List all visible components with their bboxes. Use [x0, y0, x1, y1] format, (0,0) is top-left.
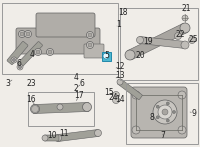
FancyBboxPatch shape [127, 23, 188, 60]
Circle shape [13, 59, 16, 61]
Circle shape [11, 57, 17, 63]
Circle shape [83, 102, 92, 112]
FancyBboxPatch shape [84, 44, 104, 58]
FancyBboxPatch shape [57, 130, 99, 141]
Circle shape [55, 135, 62, 142]
Text: 16: 16 [26, 96, 36, 105]
Text: 20: 20 [135, 51, 145, 60]
FancyBboxPatch shape [36, 13, 95, 37]
Circle shape [26, 32, 30, 36]
Circle shape [180, 23, 190, 33]
Circle shape [103, 53, 109, 59]
FancyBboxPatch shape [131, 87, 187, 138]
Text: 21: 21 [181, 4, 191, 12]
Circle shape [182, 15, 188, 21]
FancyBboxPatch shape [33, 102, 89, 113]
Circle shape [125, 50, 135, 60]
Text: 24: 24 [108, 93, 118, 102]
Text: 23: 23 [26, 78, 36, 87]
Circle shape [88, 43, 92, 47]
Bar [120, 8, 198, 80]
Circle shape [20, 32, 24, 36]
Circle shape [48, 50, 52, 54]
Bar [126, 83, 198, 144]
FancyBboxPatch shape [118, 79, 142, 100]
Bar [102, 51, 111, 61]
Text: 12: 12 [115, 61, 125, 71]
Text: 22: 22 [175, 30, 185, 39]
Circle shape [166, 102, 169, 105]
Circle shape [166, 119, 169, 122]
Circle shape [86, 41, 94, 49]
FancyBboxPatch shape [17, 42, 43, 67]
Text: 3: 3 [6, 78, 10, 87]
Text: 8: 8 [150, 112, 154, 122]
Circle shape [36, 50, 40, 54]
Bar [2, 3, 118, 74]
Circle shape [162, 109, 168, 115]
Circle shape [113, 91, 120, 98]
FancyBboxPatch shape [7, 41, 28, 65]
Text: 6: 6 [80, 78, 84, 87]
Circle shape [19, 30, 26, 37]
Text: 17: 17 [74, 91, 84, 101]
Circle shape [32, 106, 39, 112]
Circle shape [181, 41, 189, 49]
Circle shape [132, 126, 140, 134]
Circle shape [19, 66, 22, 69]
Text: 19: 19 [143, 36, 153, 46]
Text: 1: 1 [117, 20, 121, 29]
FancyBboxPatch shape [44, 135, 59, 141]
Text: 4: 4 [74, 72, 78, 81]
Text: 4: 4 [30, 50, 34, 59]
Circle shape [172, 111, 176, 113]
Text: 18: 18 [118, 7, 128, 16]
Text: 13: 13 [115, 71, 125, 80]
Circle shape [35, 49, 42, 56]
FancyBboxPatch shape [139, 36, 186, 49]
Circle shape [174, 32, 182, 40]
Text: 9: 9 [192, 108, 196, 117]
Bar [28, 92, 94, 126]
Circle shape [88, 33, 92, 37]
Text: 7: 7 [161, 131, 165, 140]
Text: 2: 2 [74, 83, 78, 92]
Circle shape [156, 105, 159, 108]
Circle shape [153, 100, 177, 124]
Circle shape [188, 36, 196, 44]
Circle shape [86, 31, 94, 39]
Text: 10: 10 [47, 132, 57, 141]
Circle shape [57, 104, 63, 110]
Circle shape [156, 116, 159, 119]
Circle shape [95, 130, 102, 137]
Circle shape [178, 91, 186, 99]
Circle shape [31, 105, 40, 113]
Text: 14: 14 [115, 96, 125, 105]
Circle shape [158, 105, 172, 119]
Text: 6: 6 [17, 59, 21, 67]
Circle shape [113, 96, 120, 103]
Circle shape [17, 64, 23, 70]
Circle shape [132, 91, 140, 99]
Circle shape [42, 135, 48, 141]
Circle shape [178, 126, 186, 134]
FancyBboxPatch shape [16, 28, 100, 54]
Circle shape [47, 49, 54, 56]
Circle shape [117, 79, 123, 85]
Text: 15: 15 [104, 87, 114, 96]
Text: 5: 5 [105, 51, 109, 60]
Circle shape [25, 30, 32, 37]
Circle shape [136, 36, 144, 44]
Text: 11: 11 [59, 130, 69, 138]
Text: 25: 25 [188, 35, 198, 44]
